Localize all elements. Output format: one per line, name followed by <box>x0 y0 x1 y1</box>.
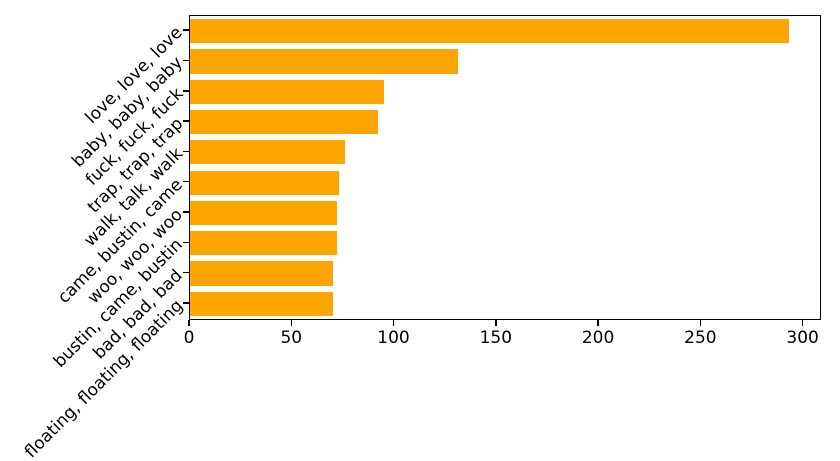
y-tick-mark <box>183 59 189 62</box>
x-tick-label: 150 <box>479 328 513 348</box>
y-tick-mark <box>183 150 189 153</box>
x-tick-label: 300 <box>786 328 819 348</box>
x-tick-mark <box>699 319 702 326</box>
y-tick-mark <box>183 211 189 213</box>
x-tick-mark <box>392 319 395 326</box>
bar <box>190 261 334 286</box>
y-tick-mark <box>183 180 189 183</box>
x-tick-label: 250 <box>684 328 717 348</box>
x-tick-label: 0 <box>183 328 195 348</box>
plot-area <box>189 15 821 320</box>
x-tick-mark <box>801 319 804 326</box>
x-tick-mark <box>495 319 497 326</box>
y-tick-mark <box>183 302 189 304</box>
y-tick-mark <box>183 271 189 274</box>
x-tick-label: 200 <box>581 328 615 348</box>
y-tick-mark <box>183 90 189 92</box>
bar <box>190 79 385 104</box>
x-tick-mark <box>188 319 190 326</box>
x-tick-label: 50 <box>280 328 303 348</box>
bar <box>190 19 790 44</box>
bar <box>190 170 340 195</box>
x-tick-mark <box>290 319 293 326</box>
bar <box>190 109 379 135</box>
bar <box>190 140 346 165</box>
y-tick-mark <box>183 120 189 122</box>
y-tick-mark <box>183 241 189 243</box>
x-tick-mark <box>597 319 599 326</box>
bar <box>190 200 338 226</box>
bar <box>190 291 334 316</box>
y-tick-mark <box>183 29 189 31</box>
bar <box>190 49 458 74</box>
x-tick-label: 100 <box>377 328 410 348</box>
bar <box>190 231 338 256</box>
